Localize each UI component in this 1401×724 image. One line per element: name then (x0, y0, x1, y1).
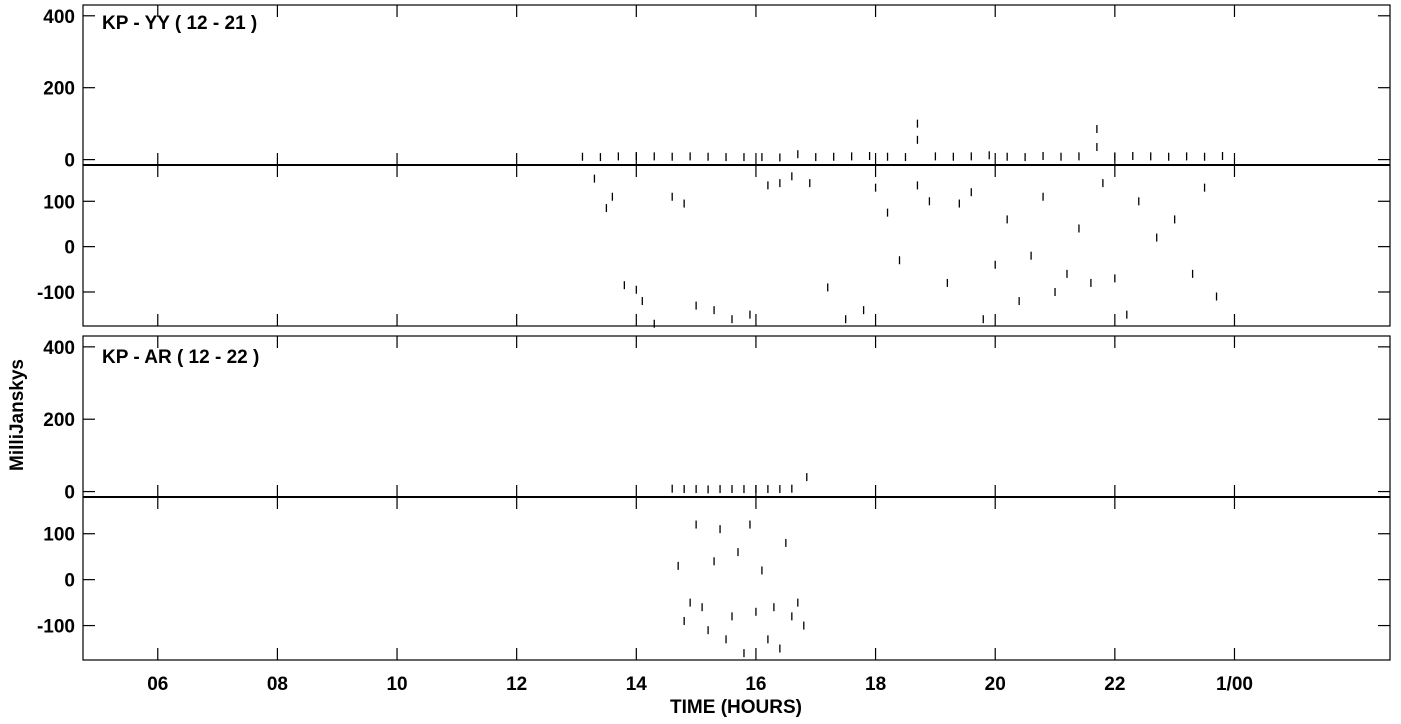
x-tick-label: 18 (865, 674, 886, 695)
y-tick-label: 0 (64, 238, 75, 259)
y-tick-label: 100 (43, 192, 75, 213)
x-tick-label: 12 (506, 674, 527, 695)
panel-title-kp-ar: KP - AR ( 12 - 22 ) (102, 347, 259, 368)
panel-title-kp-yy: KP - YY ( 12 - 21 ) (102, 13, 257, 34)
x-tick-label: 06 (147, 674, 168, 695)
x-tick-label: 10 (386, 674, 407, 695)
data-marks (581, 119, 1224, 658)
x-tick-label: 20 (985, 674, 1006, 695)
y-tick-label: -100 (37, 283, 75, 304)
x-tick-label: 1/00 (1216, 674, 1253, 695)
y-tick-label: 100 (43, 525, 75, 546)
axis-ticks (83, 5, 1390, 660)
tick-labels: 0 200 400 -100 0 100 0 200 400 -100 0 100 06 08 10 12 14… (37, 7, 1253, 695)
y-tick-label: 0 (64, 151, 75, 172)
y-axis-label: MilliJanskys (7, 359, 28, 471)
y-tick-label: -100 (37, 617, 75, 638)
x-tick-label: 14 (626, 674, 648, 695)
plot-frames (82, 4, 1391, 661)
y-tick-label: 0 (64, 571, 75, 592)
y-tick-label: 400 (43, 338, 75, 359)
x-tick-label: 08 (267, 674, 288, 695)
x-tick-label: 22 (1104, 674, 1125, 695)
y-tick-label: 200 (43, 79, 75, 100)
x-tick-label: 16 (745, 674, 766, 695)
y-tick-label: 200 (43, 410, 75, 431)
x-axis-label: TIME (HOURS) (670, 697, 802, 718)
y-tick-label: 400 (43, 7, 75, 28)
y-tick-label: 0 (64, 483, 75, 504)
